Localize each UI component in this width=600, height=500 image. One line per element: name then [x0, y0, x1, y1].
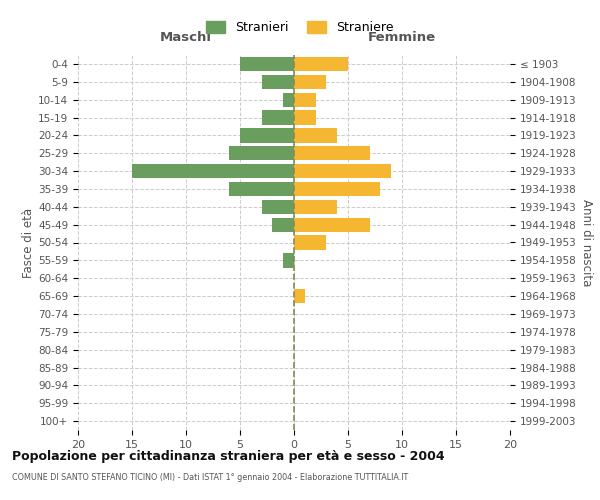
Bar	[262, 200, 294, 214]
Bar	[240, 57, 294, 71]
Bar	[294, 289, 305, 303]
Bar	[294, 164, 391, 178]
Bar	[294, 236, 326, 250]
Bar	[229, 146, 294, 160]
Bar	[229, 182, 294, 196]
Y-axis label: Anni di nascita: Anni di nascita	[580, 199, 593, 286]
Bar	[294, 74, 326, 89]
Bar	[294, 110, 316, 124]
Bar	[283, 92, 294, 107]
Bar	[294, 200, 337, 214]
Bar	[132, 164, 294, 178]
Bar	[272, 218, 294, 232]
Bar	[294, 182, 380, 196]
Bar	[294, 92, 316, 107]
Bar	[294, 128, 337, 142]
Text: Femmine: Femmine	[368, 32, 436, 44]
Bar	[294, 146, 370, 160]
Bar	[294, 218, 370, 232]
Y-axis label: Fasce di età: Fasce di età	[22, 208, 35, 278]
Bar	[262, 74, 294, 89]
Bar	[294, 57, 348, 71]
Text: Popolazione per cittadinanza straniera per età e sesso - 2004: Popolazione per cittadinanza straniera p…	[12, 450, 445, 463]
Text: Maschi: Maschi	[160, 32, 212, 44]
Bar	[262, 110, 294, 124]
Bar	[240, 128, 294, 142]
Bar	[283, 253, 294, 268]
Legend: Stranieri, Straniere: Stranieri, Straniere	[202, 16, 398, 40]
Text: COMUNE DI SANTO STEFANO TICINO (MI) - Dati ISTAT 1° gennaio 2004 - Elaborazione : COMUNE DI SANTO STEFANO TICINO (MI) - Da…	[12, 472, 408, 482]
